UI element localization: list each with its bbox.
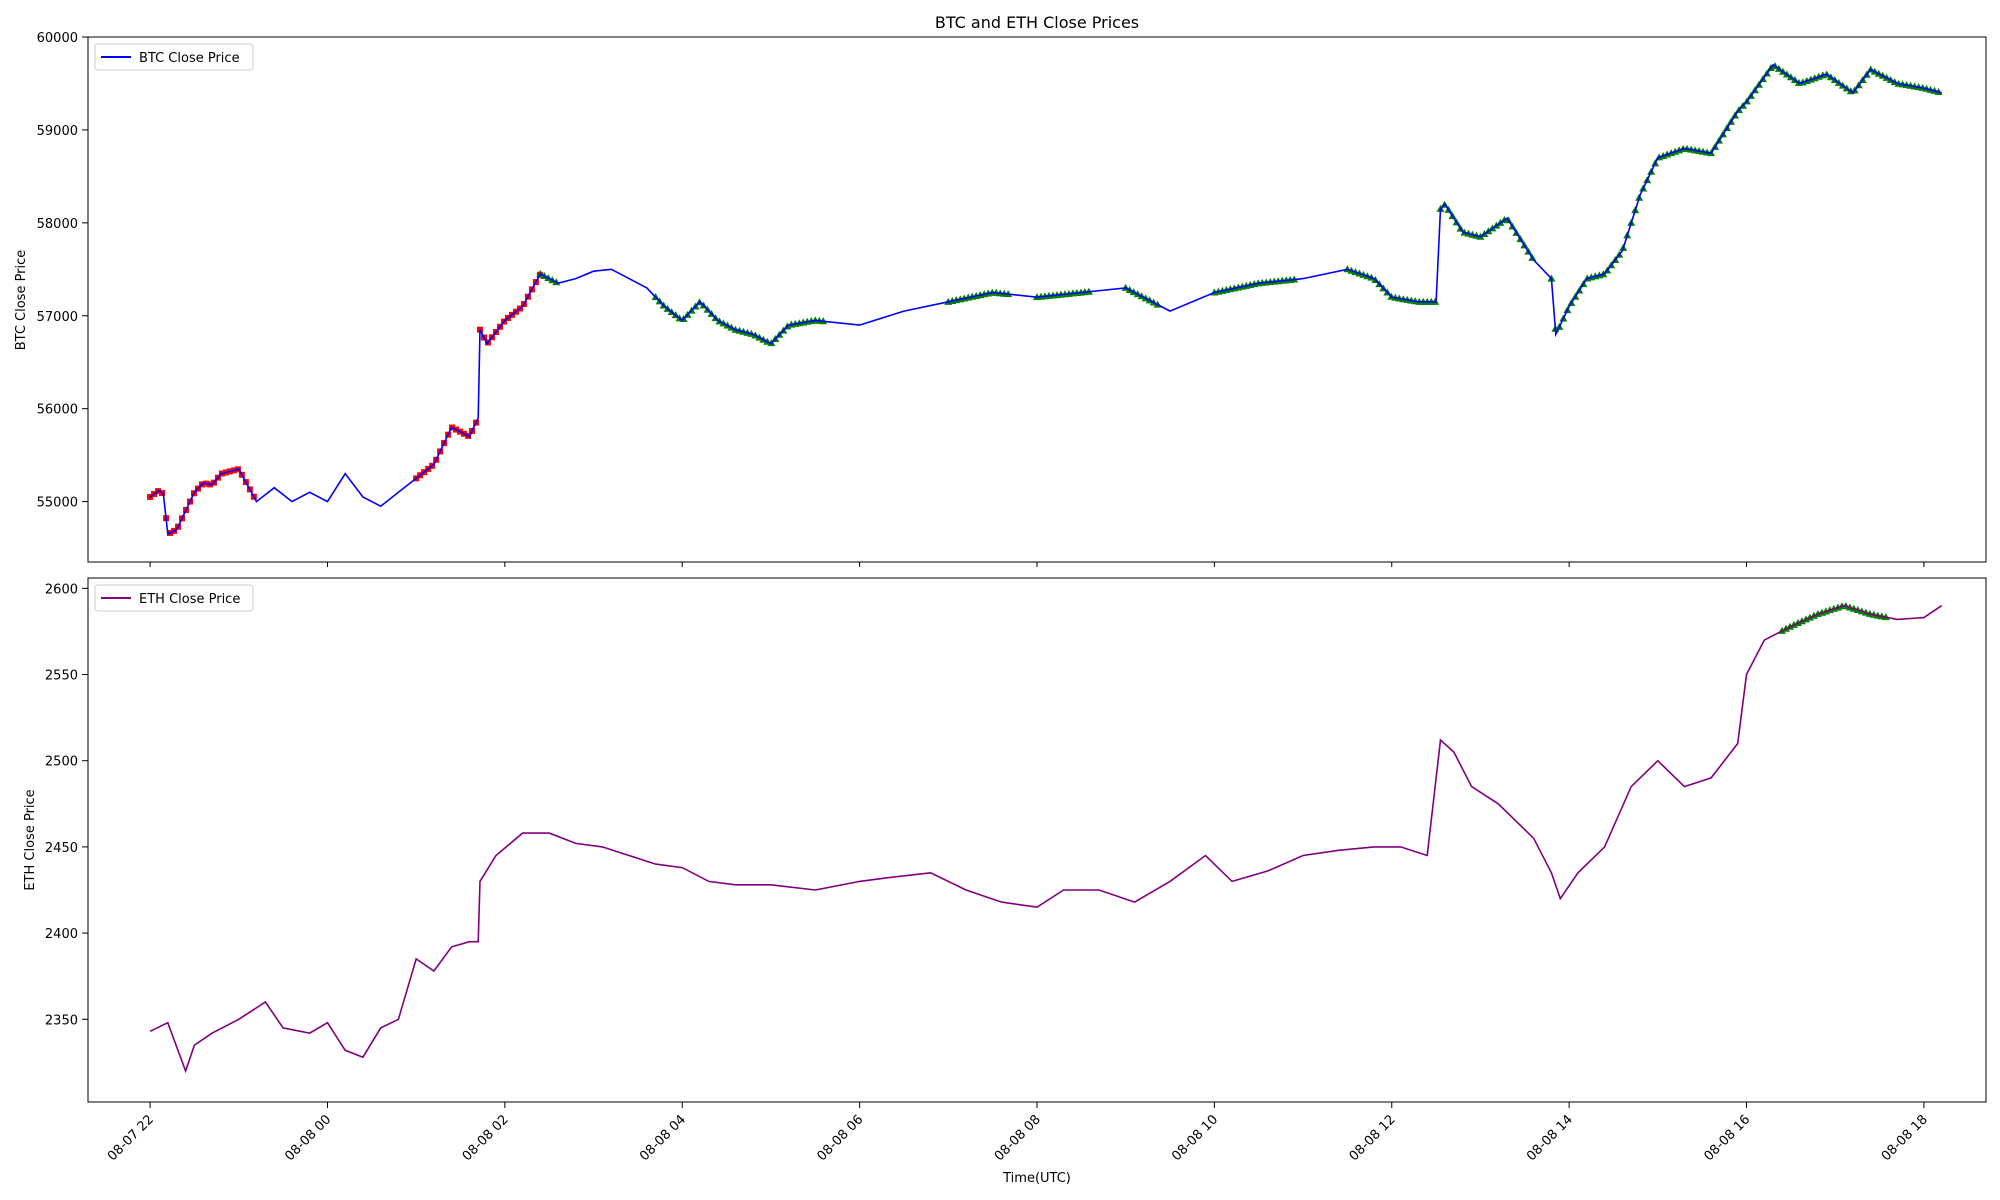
btc-y-axis-label: BTC Close Price <box>14 250 29 351</box>
eth-y-tick-label: 2500 <box>45 755 78 770</box>
btc-y-tick-label: 55000 <box>37 496 78 511</box>
eth-close-price-line <box>149 604 1943 1074</box>
btc-y-tick-label: 56000 <box>37 403 78 418</box>
eth-legend: ETH Close Price <box>94 584 254 612</box>
eth-y-axis: 2350 2400 2450 2500 2550 2600 <box>45 582 88 1028</box>
eth-legend-box <box>94 584 254 612</box>
eth-y-tick-label: 2600 <box>45 582 78 597</box>
btc-y-tick-label: 60000 <box>37 31 78 46</box>
eth-y-axis-label: ETH Close Price <box>23 789 38 890</box>
btc-legend: BTC Close Price <box>94 43 254 71</box>
eth-y-tick-label: 2350 <box>45 1013 78 1028</box>
btc-panel: 55000 56000 57000 58000 59000 60000 BTC Close… <box>14 31 1987 563</box>
eth-y-tick-label: 2400 <box>45 927 78 942</box>
eth-y-tick-label: 2550 <box>45 669 78 684</box>
eth-y-tick-label: 2450 <box>45 841 78 856</box>
eth-legend-label: ETH Close Price <box>139 592 240 607</box>
btc-legend-box <box>94 43 254 71</box>
x-axis-label: Time(UTC) <box>1002 1171 1071 1186</box>
btc-y-tick-label: 59000 <box>37 124 78 139</box>
chart-title: BTC and ETH Close Prices <box>935 13 1139 32</box>
btc-y-axis: 55000 56000 57000 58000 59000 60000 <box>37 31 88 511</box>
btc-y-tick-label: 57000 <box>37 310 78 325</box>
btc-close-price-line <box>149 63 1942 536</box>
btc-legend-label: BTC Close Price <box>139 51 240 66</box>
btc-y-tick-label: 58000 <box>37 217 78 232</box>
